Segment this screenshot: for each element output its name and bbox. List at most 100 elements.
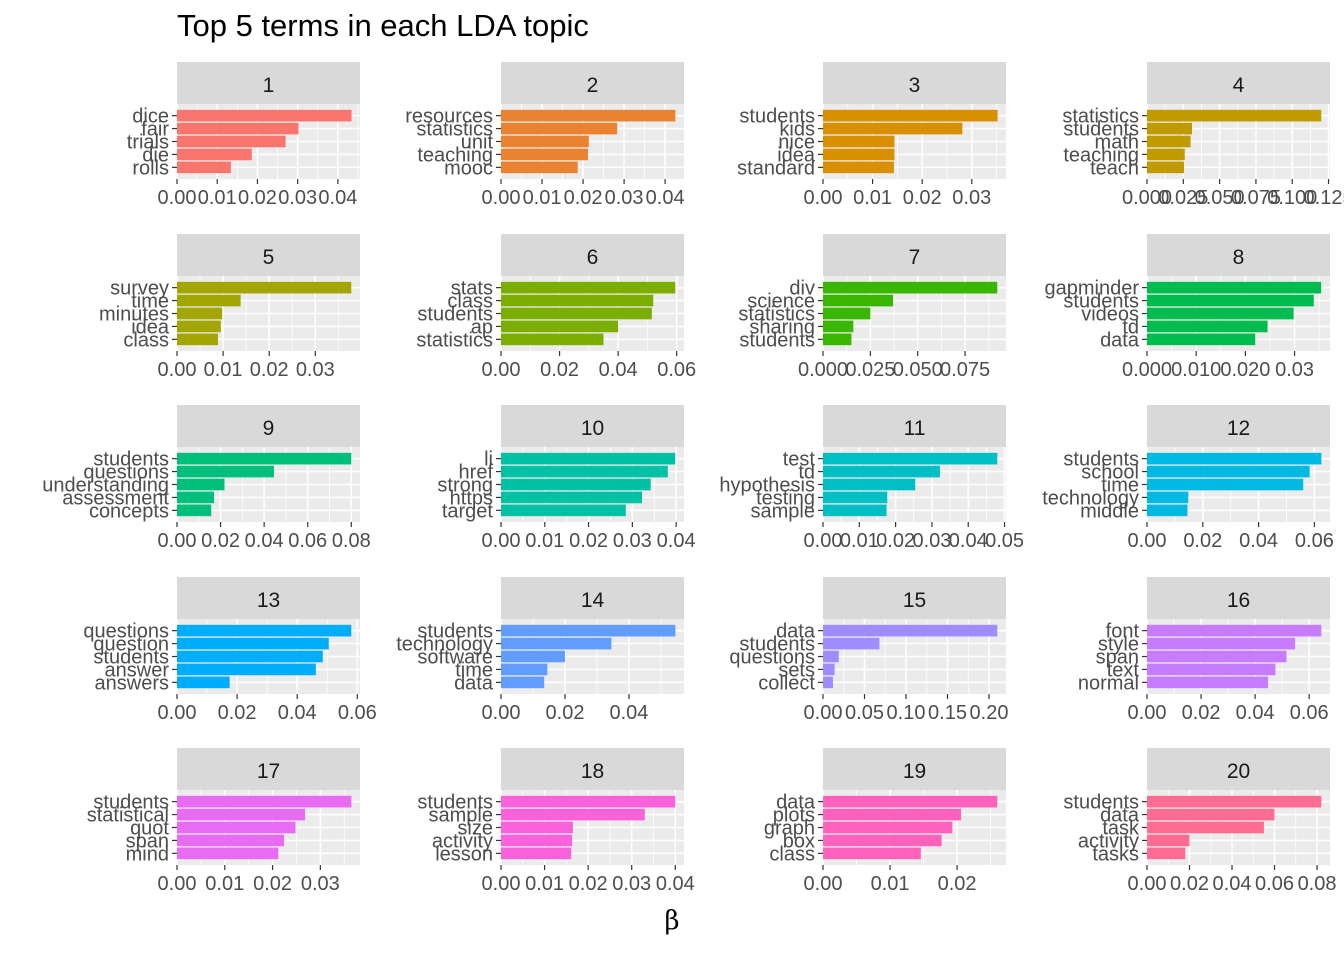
y-tick-label: unit — [461, 132, 494, 154]
bar-technology — [1147, 491, 1189, 504]
x-tick-label: 0.20 — [970, 702, 1009, 724]
y-tick-label: idea — [131, 316, 170, 338]
facet-strip — [501, 748, 684, 790]
y-tick-label: software — [417, 647, 493, 669]
y-tick-label: students — [93, 449, 169, 471]
y-tick-label: span — [126, 830, 169, 852]
x-tick-label: 0.04 — [599, 359, 638, 381]
x-tick-label: 0.03 — [1275, 359, 1314, 381]
x-tick-label: 0.03 — [296, 359, 335, 381]
x-tick-label: 0.02 — [569, 530, 608, 552]
y-tick-label: td — [1122, 316, 1139, 338]
facet-strip-label: 9 — [263, 417, 275, 440]
y-tick-label: idea — [777, 144, 816, 166]
x-tick-label: 0.06 — [338, 702, 377, 724]
x-tick-label: 0.00 — [482, 702, 521, 724]
bar-data — [1147, 333, 1256, 346]
x-tick-label: 0.00 — [1128, 873, 1167, 895]
x-tick-label: 0.00 — [1128, 702, 1167, 724]
bar-survey — [177, 281, 352, 294]
y-tick-label: quot — [130, 818, 169, 840]
y-tick-label: time — [455, 659, 493, 681]
x-tick-label: 0.100 — [1267, 187, 1317, 209]
facet-strip — [1147, 577, 1330, 619]
y-tick-label: rolls — [132, 157, 169, 179]
bar-software — [501, 650, 565, 663]
y-tick-label: statistics — [416, 329, 493, 351]
bar-href — [501, 465, 668, 478]
y-tick-label: style — [1098, 634, 1139, 656]
y-tick-label: size — [457, 818, 493, 840]
bar-quot — [177, 821, 296, 834]
x-tick-label: 0.02 — [218, 702, 257, 724]
y-tick-label: questions — [83, 462, 169, 484]
x-tick-label: 0.01 — [198, 187, 237, 209]
x-tick-label: 0.02 — [876, 530, 915, 552]
y-tick-label: students — [417, 621, 493, 643]
x-tick-label: 0.04 — [656, 873, 695, 895]
bar-middle — [1147, 504, 1188, 517]
y-tick-label: test — [783, 449, 816, 471]
bar-questions — [823, 650, 839, 663]
facet-strip-label: 8 — [1233, 246, 1245, 269]
bar-mooc — [501, 161, 578, 174]
y-tick-label: minutes — [99, 304, 169, 326]
bar-hypothesis — [823, 478, 916, 491]
facet-strip-label: 13 — [257, 589, 280, 612]
bar-text — [1147, 663, 1276, 676]
y-tick-label: die — [142, 144, 169, 166]
x-tick-label: 0.02 — [540, 359, 579, 381]
bar-sample — [501, 808, 645, 821]
bar-fair — [177, 122, 299, 135]
facet-panel-11: 11testtdhypothesistestingsample0.000.010… — [719, 405, 1024, 552]
y-tick-label: mooc — [444, 157, 493, 179]
x-tick-label: 0.04 — [1236, 702, 1275, 724]
facet-strip — [177, 62, 360, 104]
bar-strong — [501, 478, 651, 491]
y-tick-label: plots — [773, 805, 815, 827]
x-tick-label: 0.02 — [1170, 873, 1209, 895]
x-tick-label: 0.04 — [278, 702, 317, 724]
bar-font — [1147, 624, 1322, 637]
facet-strip-label: 15 — [903, 589, 926, 612]
bar-idea — [177, 320, 221, 333]
x-tick-label: 0.04 — [1213, 873, 1252, 895]
bar-test — [823, 452, 998, 465]
bar-students — [1147, 452, 1322, 465]
bar-lesson — [501, 847, 572, 860]
bar-concepts — [177, 504, 212, 517]
y-tick-label: videos — [1081, 304, 1139, 326]
x-tick-label: 0.00 — [482, 187, 521, 209]
x-tick-label: 0.10 — [887, 702, 926, 724]
y-tick-label: span — [1096, 647, 1139, 669]
x-tick-label: 0.01 — [205, 873, 244, 895]
bar-activity — [501, 834, 573, 847]
y-tick-label: stats — [451, 278, 493, 300]
bar-class — [823, 847, 921, 860]
facet-strip-label: 2 — [587, 74, 599, 97]
x-tick-label: 0.000 — [1122, 359, 1172, 381]
y-tick-label: assessment — [62, 487, 169, 509]
x-tick-label: 0.04 — [245, 530, 284, 552]
y-tick-label: statistics — [416, 119, 493, 141]
bar-time — [177, 294, 241, 307]
bar-target — [501, 504, 626, 517]
bar-span — [177, 834, 285, 847]
facet-strip-label: 16 — [1227, 589, 1250, 612]
x-tick-label: 0.02 — [903, 187, 942, 209]
x-tick-label: 0.00 — [804, 702, 843, 724]
bar-activity — [1147, 834, 1190, 847]
bar-data — [501, 676, 545, 689]
y-tick-label: sharing — [749, 316, 815, 338]
y-tick-label: time — [131, 291, 169, 313]
y-tick-label: answer — [105, 659, 170, 681]
bar-time — [501, 663, 548, 676]
y-tick-label: class — [123, 329, 169, 351]
x-tick-label: 0.01 — [840, 530, 879, 552]
bar-rolls — [177, 161, 231, 174]
